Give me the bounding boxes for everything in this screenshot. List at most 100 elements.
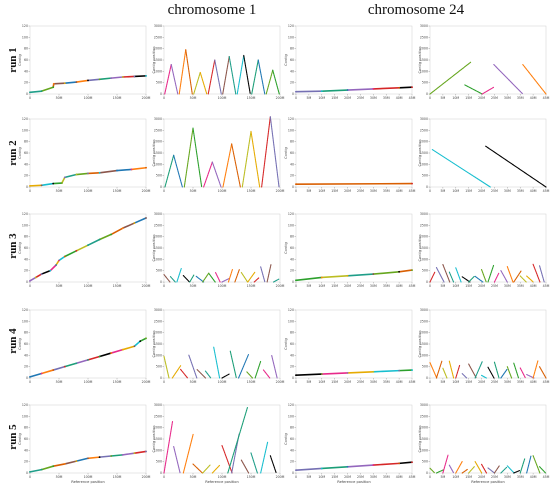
y-tick-label: 120 xyxy=(288,308,294,312)
x-axis-label: Reference position xyxy=(205,480,238,484)
series-segment xyxy=(64,81,78,85)
data-point xyxy=(63,365,66,368)
x-tick-label: 15M xyxy=(465,189,472,193)
series-segment xyxy=(133,340,141,348)
y-tick-label: 80 xyxy=(24,426,28,430)
x-tick-label: 100M xyxy=(84,380,93,384)
series-segment xyxy=(130,166,147,171)
x-tick-label: 150M xyxy=(113,380,122,384)
y-axis-label: Contig xyxy=(18,54,22,66)
series-segment xyxy=(398,86,413,89)
x-tick-label: 10M xyxy=(452,189,459,193)
alignment-segment xyxy=(199,71,208,95)
alignment-segment xyxy=(250,452,258,474)
y-tick-label: 500 xyxy=(156,460,162,464)
x-tick-label: 0 xyxy=(29,380,31,384)
y-tick-label: 500 xyxy=(156,269,162,273)
y-tick-label: 20 xyxy=(290,365,294,369)
alignment-segment xyxy=(221,444,233,474)
x-tick-label: 150M xyxy=(247,96,256,100)
alignment-segment xyxy=(214,59,222,95)
y-tick-label: 80 xyxy=(290,47,294,51)
data-point xyxy=(372,273,375,275)
x-tick-label: 200M xyxy=(142,189,151,193)
panel-5-1: 0 20 40 60 80 100 120 0 50M 100M 150M 200M Contig Ref… xyxy=(18,403,151,484)
y-tick-label: 0 xyxy=(292,185,294,189)
alignment-segment xyxy=(261,116,271,188)
panel-5-2: 0 500 1000 1500 2000 2500 3000 0 50M 100M 150M 200M… xyxy=(152,403,285,484)
x-tick-label: 50M xyxy=(190,380,197,384)
x-tick-label: 200M xyxy=(142,475,151,479)
data-point xyxy=(63,463,66,465)
alignment-segment xyxy=(429,362,438,379)
data-point xyxy=(63,82,66,85)
y-tick-label: 100 xyxy=(288,319,294,323)
alignment-segment xyxy=(461,373,468,379)
panel-2-3: 0 20 40 60 80 100 120 0 5M 10M 15M 20M 25M 30M 35M 40M 4… xyxy=(284,117,416,193)
x-tick-label: 200M xyxy=(276,475,285,479)
data-point xyxy=(116,169,118,172)
x-tick-label: 0 xyxy=(429,189,431,193)
y-tick-label: 2000 xyxy=(420,331,428,335)
panel-4-3: 0 20 40 60 80 100 120 0 5M 10M 15M 20M 25M 30M 35M 40M 4… xyxy=(284,308,416,384)
y-tick-label: 500 xyxy=(422,460,428,464)
y-tick-label: 40 xyxy=(290,448,294,452)
plot-frame xyxy=(163,404,281,474)
x-tick-label: 100M xyxy=(218,284,227,288)
alignment-segment xyxy=(539,466,547,474)
alignment-segment xyxy=(513,362,520,379)
series-segment xyxy=(87,355,101,361)
x-tick-label: 0 xyxy=(163,96,165,100)
x-tick-label: 200M xyxy=(142,284,151,288)
x-tick-label: 35M xyxy=(383,380,390,384)
series-segment xyxy=(122,222,136,229)
plot-frame xyxy=(429,25,547,95)
y-tick-label: 1000 xyxy=(420,448,428,452)
alignment-segment xyxy=(455,267,462,283)
alignment-segment xyxy=(204,370,212,379)
series-segment xyxy=(98,352,112,358)
alignment-segment xyxy=(526,275,534,283)
x-tick-label: 5M xyxy=(440,475,445,479)
series-segment xyxy=(295,90,323,93)
y-tick-label: 40 xyxy=(290,257,294,261)
x-tick-label: 35M xyxy=(517,96,524,100)
series-segment xyxy=(64,173,78,179)
data-point xyxy=(75,362,78,365)
y-tick-label: 1500 xyxy=(154,437,162,441)
y-tick-label: 1000 xyxy=(420,257,428,261)
alignment-segment xyxy=(243,54,251,95)
y-tick-label: 1500 xyxy=(420,58,428,62)
x-axis-label: Reference position xyxy=(71,480,104,484)
alignment-segment xyxy=(532,263,541,283)
panel-5-4: 0 500 1000 1500 2000 2500 3000 0 5M 10M 15M 20M 25M 3… xyxy=(418,403,550,484)
alignment-segment xyxy=(211,161,222,188)
alignment-segment xyxy=(236,54,245,95)
y-tick-label: 20 xyxy=(290,269,294,273)
y-tick-label: 3000 xyxy=(420,403,428,407)
alignment-segment xyxy=(506,266,514,283)
data-point xyxy=(121,76,124,78)
x-tick-label: 100M xyxy=(84,284,93,288)
alignment-segment xyxy=(238,354,250,379)
x-tick-label: 150M xyxy=(247,189,256,193)
series-segment xyxy=(75,244,89,252)
series-segment xyxy=(87,172,101,175)
alignment-segment xyxy=(163,355,170,379)
data-point xyxy=(40,273,43,275)
series-segment xyxy=(110,454,124,457)
alignment-segment xyxy=(435,266,445,283)
series-segment xyxy=(98,455,112,458)
x-tick-label: 150M xyxy=(113,284,122,288)
y-tick-label: 1500 xyxy=(154,246,162,250)
data-point xyxy=(295,90,297,93)
data-point xyxy=(98,355,101,358)
x-tick-label: 20M xyxy=(478,475,485,479)
y-tick-label: 2500 xyxy=(420,128,428,132)
data-point xyxy=(29,470,31,473)
y-tick-label: 60 xyxy=(24,151,28,155)
x-tick-label: 0 xyxy=(295,475,297,479)
x-tick-label: 0 xyxy=(295,96,297,100)
data-point xyxy=(346,465,349,468)
